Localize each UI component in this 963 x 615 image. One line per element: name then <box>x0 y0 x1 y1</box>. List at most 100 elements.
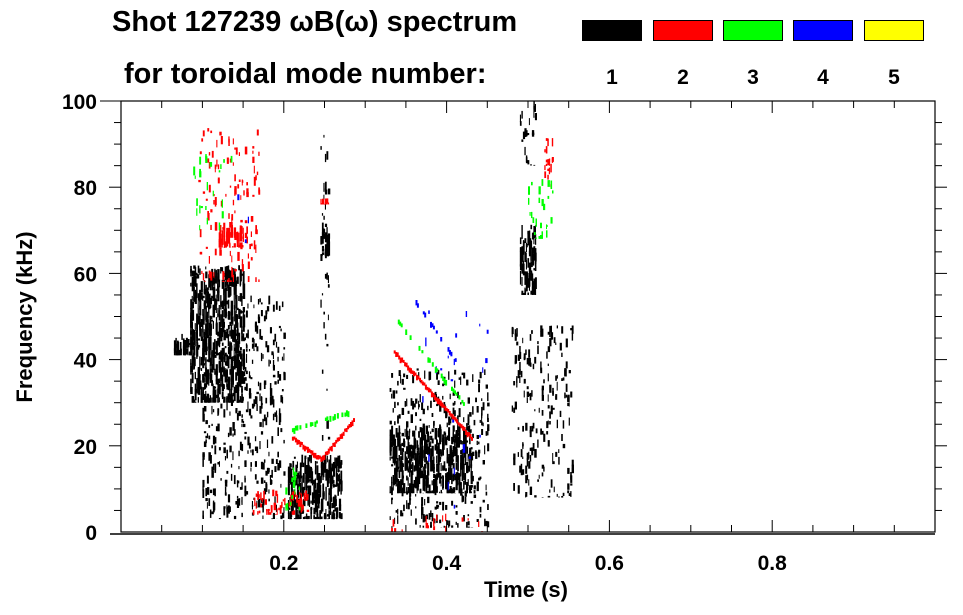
spectral-mark <box>431 438 434 444</box>
spectral-mark <box>448 350 451 355</box>
spectral-mark <box>528 451 530 459</box>
spectral-mark <box>239 486 243 490</box>
spectral-mark <box>221 211 224 219</box>
spectral-mark <box>326 518 330 520</box>
spectral-mark <box>406 462 409 469</box>
spectral-mark <box>485 431 488 434</box>
spectral-mark <box>205 390 207 397</box>
spectral-mark <box>210 271 213 281</box>
spectral-mark <box>199 229 202 238</box>
spectral-mark <box>253 399 256 407</box>
spectral-mark <box>422 396 424 403</box>
spectral-mark <box>238 362 241 367</box>
spectral-mark <box>230 368 233 382</box>
spectral-mark <box>460 482 462 494</box>
legend-swatch-mode-4 <box>793 20 853 41</box>
spectral-mark <box>418 481 420 488</box>
spectral-mark <box>547 331 550 335</box>
spectral-mark <box>175 337 177 348</box>
spectral-mark <box>236 334 239 341</box>
spectral-mark <box>469 447 472 457</box>
spectral-mark <box>295 509 298 520</box>
spectral-mark <box>226 378 228 382</box>
spectral-mark <box>214 445 217 455</box>
spectral-mark <box>222 227 225 230</box>
spectral-mark <box>421 513 423 519</box>
spectral-mark <box>251 359 254 364</box>
spectral-mark <box>464 496 467 504</box>
spectral-mark <box>401 487 404 497</box>
spectral-mark <box>328 493 330 508</box>
spectral-mark <box>547 363 549 366</box>
spectral-mark <box>199 156 202 165</box>
spectral-mark <box>291 436 294 441</box>
spectral-mark <box>522 240 525 255</box>
legend-label-mode-5: 5 <box>888 66 900 89</box>
spectral-mark <box>442 486 444 490</box>
spectral-mark <box>236 393 239 403</box>
spectral-mark <box>425 456 427 465</box>
spectral-mark <box>335 457 338 466</box>
spectral-mark <box>257 299 260 305</box>
spectral-mark <box>239 396 241 403</box>
spectral-mark <box>323 228 325 236</box>
spectral-mark <box>452 463 455 469</box>
spectral-mark <box>540 367 543 374</box>
spectral-mark <box>448 472 451 478</box>
spectral-mark <box>529 455 532 462</box>
spectral-mark <box>442 501 445 511</box>
spectral-mark <box>241 372 244 375</box>
spectral-mark <box>470 473 472 479</box>
spectral-mark <box>291 495 294 499</box>
spectral-mark <box>260 310 263 317</box>
spectral-mark <box>426 386 429 391</box>
spectral-mark <box>230 324 233 329</box>
spectral-mark <box>403 504 405 512</box>
spectral-mark <box>410 444 413 449</box>
spectral-mark <box>519 257 522 267</box>
spectral-mark <box>232 274 234 282</box>
spectral-mark <box>217 177 220 181</box>
spectral-mark <box>249 243 251 250</box>
spectral-mark <box>341 433 344 439</box>
spectral-mark <box>278 374 282 381</box>
spectral-mark <box>320 254 323 257</box>
spectral-mark <box>534 356 537 364</box>
mode-3-chirp <box>291 410 350 434</box>
spectral-mark <box>469 429 472 433</box>
spectral-mark <box>226 157 229 164</box>
spectral-mark <box>389 388 392 392</box>
spectral-mark <box>220 267 222 274</box>
spectral-mark <box>256 404 258 411</box>
spectral-mark <box>285 487 288 495</box>
spectral-mark <box>458 484 461 494</box>
spectral-mark <box>395 481 397 487</box>
spectral-mark <box>538 186 541 195</box>
spectral-mark <box>229 275 231 285</box>
spectral-mark <box>531 251 534 258</box>
spectral-mark <box>223 159 225 163</box>
spectral-mark <box>530 261 533 267</box>
chart-title-line1: Shot 127239 ωB(ω) spectrum <box>112 6 518 38</box>
spectral-mark <box>229 242 231 248</box>
spectral-mark <box>308 468 311 479</box>
spectral-mark <box>200 319 203 327</box>
spectral-mark <box>272 339 275 346</box>
spectral-mark <box>322 483 324 490</box>
spectral-mark <box>230 155 233 163</box>
spectral-mark <box>209 275 212 291</box>
spectral-mark <box>321 369 324 374</box>
spectral-mark <box>534 234 537 245</box>
spectral-mark <box>446 448 448 452</box>
spectral-mark <box>241 423 243 428</box>
spectral-mark <box>421 402 424 410</box>
spectral-mark <box>214 197 217 205</box>
spectral-mark <box>295 472 298 475</box>
spectral-mark <box>403 483 405 490</box>
spectral-mark <box>202 413 205 422</box>
spectral-mark <box>324 247 327 257</box>
spectral-mark <box>463 427 466 431</box>
spectral-mark <box>217 307 219 315</box>
spectral-mark <box>272 489 275 497</box>
spectral-mark <box>524 271 527 285</box>
